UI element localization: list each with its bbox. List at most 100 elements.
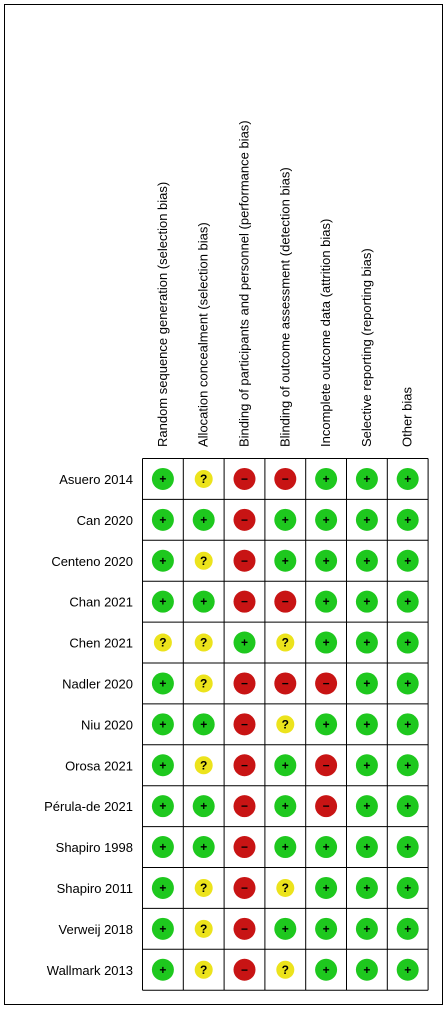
judgment-circle — [194, 674, 213, 693]
judgment-circle — [151, 590, 174, 613]
judgment-circle — [355, 795, 378, 818]
judgment-circle — [276, 960, 295, 979]
domain-header: Incomplete outcome data (attrition bias) — [318, 219, 333, 447]
judgment-circle — [274, 467, 297, 490]
judgment-symbol: + — [404, 636, 411, 650]
judgment-symbol: + — [404, 963, 411, 977]
judgment-symbol: ? — [282, 717, 289, 731]
judgment-symbol: + — [159, 554, 166, 568]
judgment-symbol: ? — [200, 472, 207, 486]
judgment-symbol: + — [282, 840, 289, 854]
judgment-symbol: + — [200, 595, 207, 609]
judgment-circle — [233, 549, 256, 572]
judgment-circle — [355, 672, 378, 695]
judgment-symbol: + — [404, 554, 411, 568]
judgment-symbol: + — [159, 922, 166, 936]
judgment-symbol: + — [159, 513, 166, 527]
judgment-circle — [151, 876, 174, 899]
judgment-symbol: + — [363, 472, 370, 486]
judgment-symbol: − — [241, 676, 248, 690]
judgment-symbol: + — [363, 636, 370, 650]
study-label: Chan 2021 — [69, 595, 133, 610]
judgment-symbol: − — [282, 472, 289, 486]
judgment-symbol: + — [363, 676, 370, 690]
judgment-circle — [274, 590, 297, 613]
judgment-circle — [274, 549, 297, 572]
judgment-circle — [315, 590, 338, 613]
judgment-symbol: + — [282, 554, 289, 568]
judgment-symbol: + — [159, 676, 166, 690]
judgment-symbol: + — [323, 513, 330, 527]
judgment-circle — [315, 754, 338, 777]
judgment-circle — [151, 917, 174, 940]
study-label: Centeno 2020 — [51, 554, 133, 569]
judgment-symbol: ? — [282, 881, 289, 895]
judgment-circle — [276, 633, 295, 652]
judgment-symbol: − — [241, 758, 248, 772]
judgment-symbol: + — [363, 554, 370, 568]
judgment-circle — [315, 958, 338, 981]
judgment-symbol: + — [323, 717, 330, 731]
judgment-symbol: − — [282, 676, 289, 690]
study-label: Shapiro 2011 — [57, 881, 133, 896]
judgment-circle — [396, 549, 419, 572]
judgment-circle — [233, 508, 256, 531]
domain-header: Blinding of outcome assessment (detectio… — [277, 167, 292, 447]
judgment-circle — [396, 754, 419, 777]
judgment-circle — [233, 467, 256, 490]
judgment-symbol: + — [282, 922, 289, 936]
judgment-circle — [233, 713, 256, 736]
judgment-symbol: + — [282, 758, 289, 772]
judgment-circle — [355, 917, 378, 940]
study-label: Niu 2020 — [81, 717, 133, 732]
study-label: Nadler 2020 — [62, 676, 133, 691]
judgment-symbol: − — [241, 922, 248, 936]
study-label: Shapiro 1998 — [56, 840, 133, 855]
judgment-symbol: + — [200, 513, 207, 527]
judgment-circle — [233, 590, 256, 613]
judgment-circle — [192, 795, 215, 818]
judgment-symbol: + — [404, 595, 411, 609]
judgment-circle — [315, 917, 338, 940]
judgment-circle — [233, 754, 256, 777]
judgment-symbol: + — [159, 840, 166, 854]
study-label: Can 2020 — [77, 513, 133, 528]
judgment-symbol: + — [159, 717, 166, 731]
judgment-circle — [194, 756, 213, 775]
judgment-symbol: ? — [200, 881, 207, 895]
judgment-circle — [315, 467, 338, 490]
judgment-symbol: − — [241, 472, 248, 486]
judgment-circle — [274, 672, 297, 695]
judgment-symbol: − — [323, 676, 330, 690]
judgment-symbol: + — [363, 881, 370, 895]
judgment-symbol: − — [282, 595, 289, 609]
judgment-symbol: + — [404, 881, 411, 895]
judgment-symbol: + — [404, 799, 411, 813]
judgment-circle — [194, 919, 213, 938]
study-label: Asuero 2014 — [59, 472, 133, 487]
judgment-circle — [151, 754, 174, 777]
judgment-circle — [355, 876, 378, 899]
judgment-circle — [396, 590, 419, 613]
judgment-symbol: + — [323, 472, 330, 486]
judgment-symbol: + — [404, 922, 411, 936]
judgment-symbol: + — [282, 513, 289, 527]
judgment-circle — [151, 508, 174, 531]
judgment-symbol: + — [404, 758, 411, 772]
domain-header: Selective reporting (reporting bias) — [359, 248, 374, 447]
judgment-circle — [151, 672, 174, 695]
judgment-symbol: ? — [200, 758, 207, 772]
judgment-symbol: − — [241, 717, 248, 731]
judgment-circle — [233, 876, 256, 899]
judgment-circle — [194, 469, 213, 488]
judgment-symbol: − — [323, 758, 330, 772]
judgment-circle — [315, 795, 338, 818]
judgment-circle — [355, 754, 378, 777]
judgment-symbol: + — [159, 472, 166, 486]
judgment-symbol: + — [404, 513, 411, 527]
judgment-symbol: ? — [200, 676, 207, 690]
judgment-circle — [315, 876, 338, 899]
judgment-symbol: − — [241, 963, 248, 977]
judgment-circle — [355, 836, 378, 859]
judgment-symbol: ? — [200, 554, 207, 568]
